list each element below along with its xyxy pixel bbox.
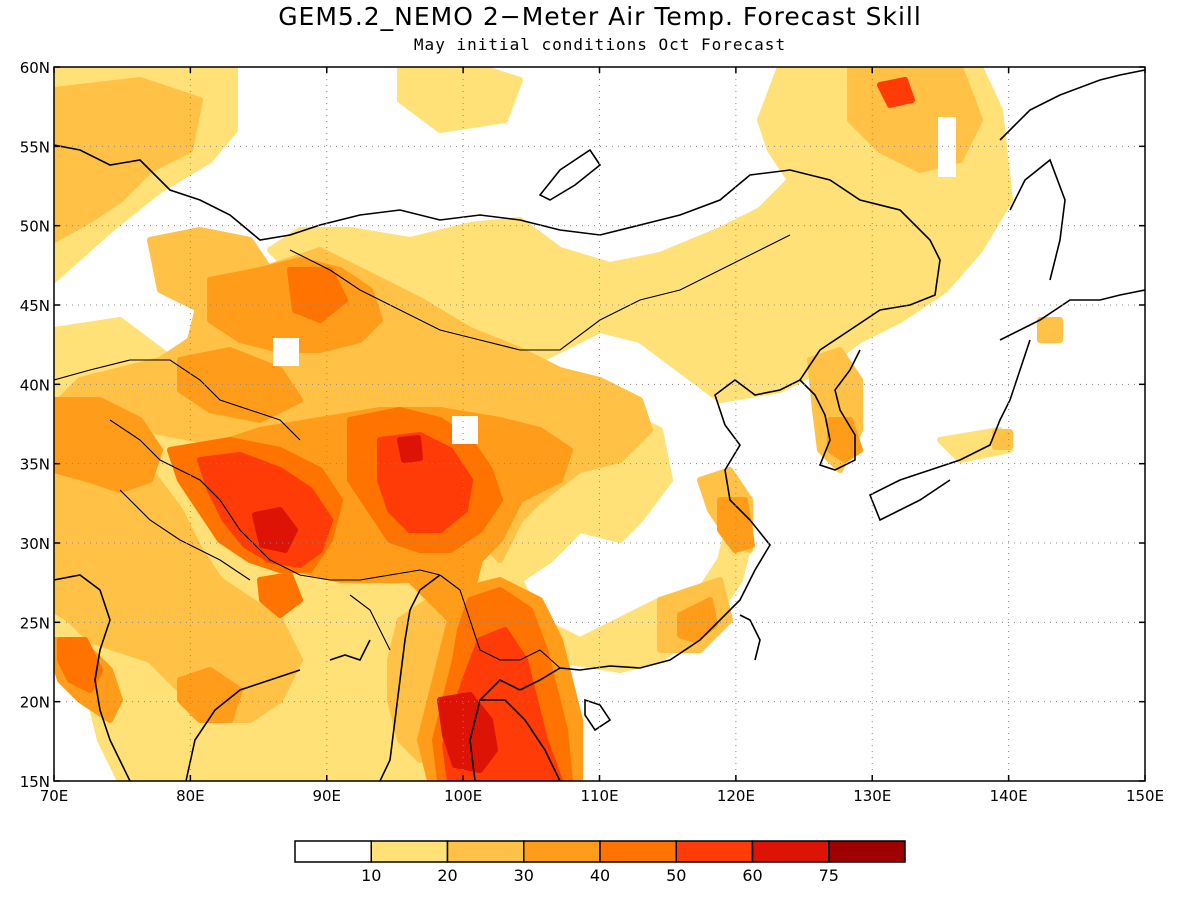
colorbar-label: 60 — [742, 866, 762, 885]
y-tick-label: 15N — [20, 773, 50, 791]
x-axis-ticks: 70E 80E 90E 100E 110E 120E 130E 140E 150E — [40, 67, 1164, 805]
x-tick-label: 110E — [580, 787, 618, 805]
x-tick-label: 140E — [990, 787, 1028, 805]
y-tick-label: 35N — [20, 456, 50, 474]
x-tick-label: 70E — [40, 787, 69, 805]
skill-level-60-75 — [252, 435, 498, 773]
x-tick-label: 130E — [853, 787, 891, 805]
coastlines — [54, 69, 1145, 781]
x-tick-label: 120E — [717, 787, 755, 805]
y-tick-label: 45N — [20, 297, 50, 315]
missing-data-cells — [273, 117, 956, 444]
x-tick-label: 100E — [444, 787, 482, 805]
map-title: GEM5.2_NEMO 2−Meter Air Temp. Forecast S… — [278, 2, 922, 31]
colorbar-label: 50 — [666, 866, 686, 885]
y-tick-label: 20N — [20, 694, 50, 712]
y-tick-label: 40N — [20, 376, 50, 394]
colorbar-label: 30 — [514, 866, 534, 885]
map-subtitle: May initial conditions Oct Forecast — [413, 35, 787, 54]
colorbar-swatch — [599, 840, 677, 863]
x-tick-label: 90E — [312, 787, 341, 805]
y-tick-label: 30N — [20, 535, 50, 553]
colorbar-swatch — [370, 840, 449, 863]
colorbar-label: 10 — [361, 866, 381, 885]
y-tick-label: 55N — [20, 138, 50, 156]
y-tick-label: 25N — [20, 614, 50, 632]
y-tick-label: 50N — [20, 218, 50, 236]
x-tick-label: 80E — [176, 787, 205, 805]
colorbar-swatch — [675, 840, 754, 863]
colorbar-swatch — [446, 840, 525, 863]
colorbar-swatch — [294, 840, 372, 863]
colorbar-label: 20 — [437, 866, 457, 885]
colorbar-label: 75 — [819, 866, 839, 885]
y-tick-label: 60N — [20, 59, 50, 77]
colorbar-swatch — [523, 840, 601, 863]
colorbar-swatch — [751, 840, 830, 863]
political-borders — [54, 234, 791, 669]
colorbar-swatch — [828, 840, 906, 863]
map-grid — [54, 67, 1145, 781]
colorbar-label: 40 — [590, 866, 610, 885]
x-tick-label: 150E — [1126, 787, 1164, 805]
colorbar: 10 20 30 40 50 60 75 — [294, 840, 906, 885]
y-axis-ticks: 15N 20N 25N 30N 35N 40N 45N 50N 55N 60N — [20, 59, 1145, 791]
